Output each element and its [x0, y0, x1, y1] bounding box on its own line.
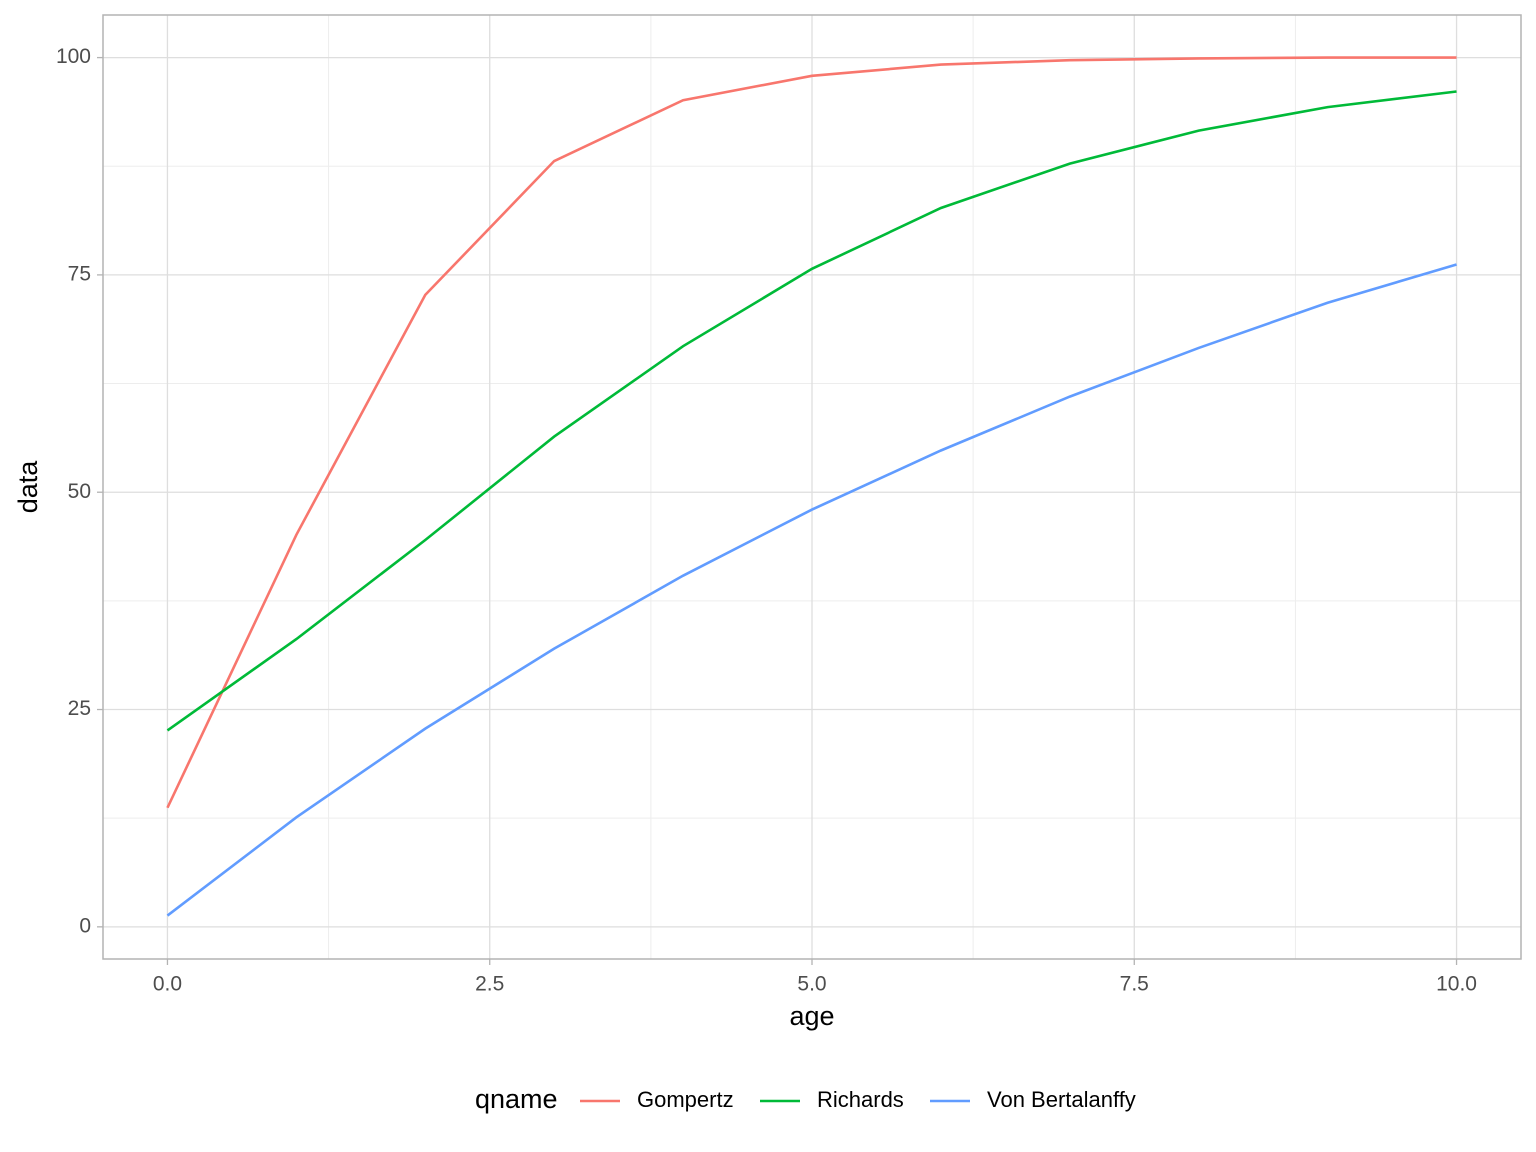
y-tick-label: 25: [68, 697, 91, 720]
y-tick-label: 100: [56, 45, 91, 68]
panel-border: [102, 14, 1522, 960]
legend-label: Richards: [817, 1087, 904, 1112]
y-axis-title: data: [13, 460, 43, 514]
series-line: [166, 56, 1457, 809]
y-tick-label: 0: [79, 914, 91, 937]
legend-label: Von Bertalanffy: [987, 1087, 1136, 1112]
y-tick-label: 75: [68, 262, 91, 285]
x-tick-label: 2.5: [475, 973, 504, 996]
series-line: [166, 90, 1457, 732]
y-tick-label: 50: [68, 480, 91, 503]
x-tick-label: 0.0: [153, 973, 182, 996]
x-tick-label: 7.5: [1120, 973, 1149, 996]
series-line: [166, 263, 1457, 917]
x-tick-label: 5.0: [797, 973, 826, 996]
x-tick-label: 10.0: [1436, 973, 1477, 996]
x-axis-title: age: [789, 1001, 834, 1031]
legend-title: qname: [475, 1084, 558, 1114]
legend-label: Gompertz: [637, 1087, 734, 1112]
